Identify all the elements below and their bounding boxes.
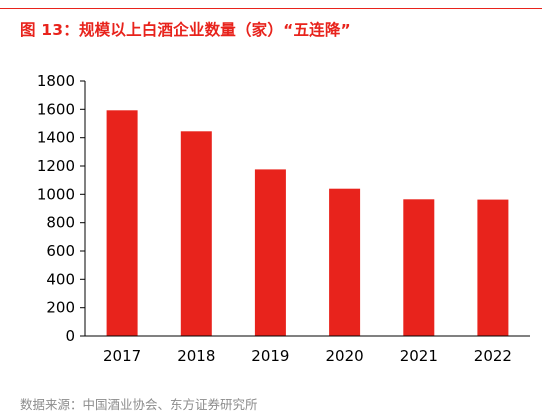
y-tick-label-400: 400 [46,270,75,288]
y-tick-label-600: 600 [46,242,75,260]
y-tick-label-1400: 1400 [37,129,75,147]
axis-layer: 2017 2018 2019 2020 2021 2022 0 200 400 600 800 100… [37,72,530,365]
y-tick-label-1000: 1000 [37,185,75,203]
data-source-note: 数据来源：中国酒业协会、东方证券研究所 [20,397,258,412]
x-tick-label-2021: 2021 [400,347,438,365]
title-rule [0,8,542,9]
x-tick-label-2020: 2020 [326,347,364,365]
x-tick-label-2017: 2017 [103,347,141,365]
y-tick-label-200: 200 [46,299,75,317]
bar-2022 [477,199,509,336]
figure-title: 图 13：规模以上白酒企业数量（家）“五连降” [20,21,351,39]
x-tick-label-2019: 2019 [251,347,289,365]
bar-2018 [180,131,212,336]
bar-2020 [329,188,361,336]
y-tick-label-0: 0 [65,327,75,345]
y-tick-label-1800: 1800 [37,72,75,90]
x-tick-label-2018: 2018 [177,347,215,365]
bar-2021 [403,199,435,336]
bar-2019 [254,169,286,336]
y-tick-label-1600: 1600 [37,100,75,118]
y-tick-label-800: 800 [46,214,75,232]
x-tick-label-2022: 2022 [474,347,512,365]
y-tick-label-1200: 1200 [37,157,75,175]
bars-layer [106,110,509,336]
bar-2017 [106,110,138,336]
